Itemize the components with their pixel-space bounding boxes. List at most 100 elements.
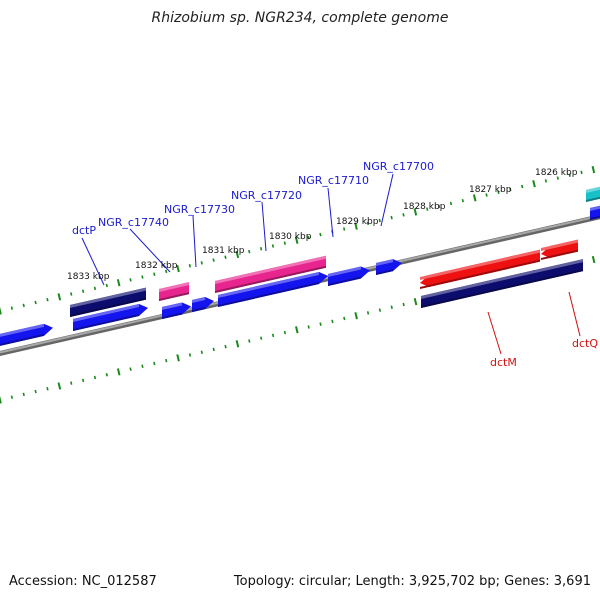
gene-NGR_c17720-highlight — [215, 255, 326, 284]
scale-label-1831: 1831 kbp — [202, 246, 245, 256]
gene-label-dctM: dctM — [490, 356, 517, 369]
scale-tick-minor — [307, 325, 310, 329]
gene-NGR_c17730 — [192, 296, 214, 312]
gene-NGR_c17720-shadow — [215, 265, 326, 293]
gene-label-NGR_c17720: NGR_c17720 — [231, 189, 302, 202]
scale-tick-major — [176, 264, 180, 273]
scale-tick-minor — [200, 261, 203, 265]
scale-tick-minor — [81, 378, 85, 383]
scale-tick-minor — [153, 272, 156, 276]
gene-right-edge-blue — [590, 205, 600, 220]
scale-tick-minor — [224, 255, 227, 260]
scale-tick-minor — [93, 286, 97, 291]
gene-dctQ-forward-shadow — [541, 249, 578, 260]
gene-label-dctP: dctP — [72, 224, 96, 237]
scale-tick-minor — [34, 300, 37, 305]
scale-tick-minor — [93, 375, 97, 380]
scale-tick-major — [294, 236, 299, 244]
scale-tick-minor — [283, 241, 286, 245]
scale-tick-minor — [70, 381, 73, 385]
scale-tick-minor — [378, 308, 382, 312]
gene-inner-4-shadow — [218, 281, 319, 307]
gene-inner-1-body — [73, 303, 148, 331]
scale-tick-major — [413, 298, 418, 306]
gene-inner-1-highlight — [73, 303, 139, 322]
gene-NGR_c17720-body — [215, 255, 326, 293]
gene-right-edge-cyan-highlight — [586, 186, 600, 193]
gene-right-edge-blue-shadow — [590, 215, 600, 220]
scale-tick-major — [532, 180, 536, 188]
scale-tick-minor — [568, 173, 571, 177]
gene-dctP-highlight — [70, 287, 146, 308]
scale-label-1826: 1826 kbp — [535, 168, 578, 178]
scale-tick-major — [235, 250, 240, 259]
scale-tick-minor — [556, 176, 559, 180]
scale-tick-minor — [461, 198, 464, 203]
scale-tick-major — [57, 382, 62, 390]
scale-tick-minor — [224, 344, 227, 349]
scale-label-1833: 1833 kbp — [67, 272, 110, 282]
gene-dctP-shadow — [70, 297, 146, 317]
gene-dctM-body — [421, 259, 583, 308]
gene-dctQ-forward — [541, 239, 578, 260]
scale-tick-minor — [129, 367, 132, 371]
scale-tick-minor — [343, 227, 346, 231]
gene-NGR_c17730-shadow — [192, 306, 206, 312]
scale-tick-minor — [544, 179, 548, 183]
scale-tick-minor — [521, 184, 524, 189]
scale-tick-minor — [141, 275, 144, 279]
scale-label-1832: 1832 kbp — [135, 261, 178, 271]
scale-tick-minor — [259, 247, 263, 251]
gene-NGR_c17710-body — [328, 266, 370, 286]
scale-tick-minor — [212, 347, 215, 352]
scale-tick-major — [354, 312, 358, 320]
scale-labels: 1833 kbp 1832 kbp 1831 kbp 1830 kbp 1829… — [67, 168, 578, 282]
scale-tick-major — [591, 255, 596, 264]
scale-tick-minor — [164, 269, 168, 274]
gene-labels: dctP NGR_c17740 NGR_c17730 NGR_c17720 NG… — [72, 160, 598, 369]
gene-inner-4-highlight — [218, 271, 319, 298]
gene-NGR_c17700-shadow — [376, 269, 393, 275]
scale-tick-minor — [34, 389, 37, 394]
scale-tick-minor — [307, 235, 310, 240]
scale-tick-minor — [200, 350, 203, 354]
gene-label-dctQ: dctQ — [572, 337, 598, 350]
gene-inner-2-highlight — [162, 302, 182, 310]
gene-inner-1 — [73, 303, 148, 331]
scale-tick-major — [354, 222, 358, 230]
scale-tick-minor — [22, 392, 25, 397]
gene-NGR_c17710-shadow — [328, 276, 361, 286]
gene-dctP — [70, 287, 146, 317]
gene-NGR_c17730-highlight — [192, 296, 206, 303]
gene-dctM-forward — [420, 249, 540, 289]
leader-NGR_c17740 — [129, 228, 171, 273]
scale-tick-minor — [390, 215, 393, 220]
scale-tick-minor — [188, 264, 192, 268]
gene-inner-2 — [162, 302, 191, 319]
scale-tick-minor — [81, 289, 85, 293]
scale-tick-minor — [271, 244, 275, 248]
scale-tick-minor — [390, 305, 393, 310]
scale-tick-minor — [366, 221, 370, 226]
gene-inner-1-shadow — [73, 313, 139, 331]
scale-label-1828: 1828 kbp — [403, 202, 446, 212]
scale-tick-major — [472, 194, 477, 202]
scale-tick-minor — [319, 322, 322, 326]
leader-dctQ — [568, 291, 581, 337]
gene-inner-4 — [218, 271, 328, 307]
scale-tick-minor — [319, 232, 322, 237]
gene-NGR_c17740-shadow — [159, 292, 189, 301]
scale-tick-minor — [402, 302, 405, 307]
scale-tick-major — [116, 279, 121, 287]
gene-NGR_c17700-highlight — [376, 259, 393, 266]
gene-right-edge-cyan-shadow — [586, 196, 600, 202]
scale-tick-minor — [331, 319, 334, 324]
scale-tick-major — [116, 368, 121, 376]
scale-tick-major — [0, 307, 2, 315]
gene-left-edge-shadow — [0, 333, 44, 346]
scale-label-1830: 1830 kbp — [269, 232, 312, 242]
scale-tick-major — [235, 340, 240, 348]
scale-tick-major — [295, 326, 299, 334]
scale-tick-minor — [46, 387, 49, 391]
